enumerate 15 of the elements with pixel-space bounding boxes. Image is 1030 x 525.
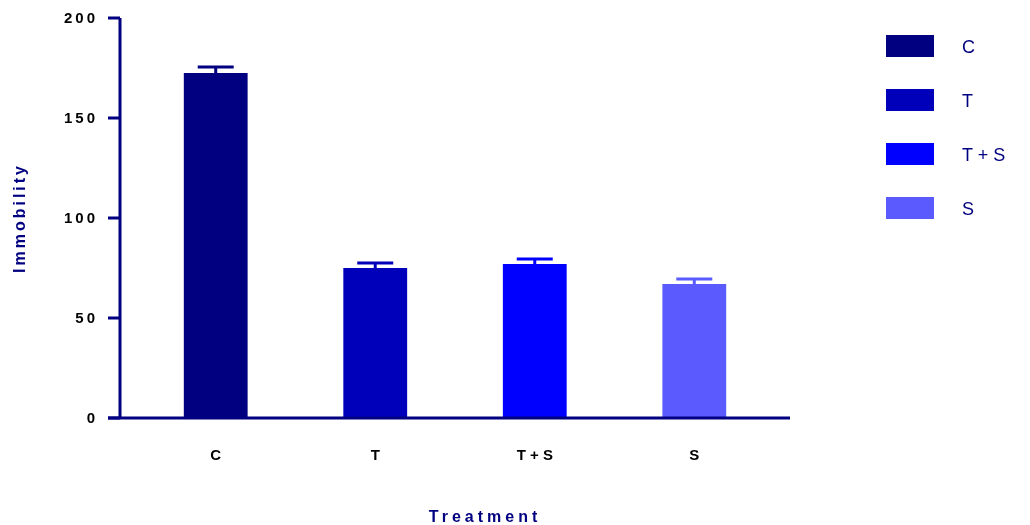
y-tick-label: 0 <box>86 409 98 427</box>
legend-label: C <box>962 37 975 57</box>
x-tick-label: T + S <box>516 446 553 463</box>
legend-label: T + S <box>962 145 1006 165</box>
y-tick-label: 150 <box>63 109 98 127</box>
x-tick-label: C <box>210 446 222 463</box>
legend-label: S <box>962 199 975 219</box>
legend-label: T <box>962 91 973 111</box>
y-axis-title: Immobility <box>11 162 28 274</box>
x-tick-label: T <box>370 446 380 463</box>
x-tick-label: S <box>689 446 700 463</box>
y-tick-label: 100 <box>63 209 98 227</box>
y-tick-label: 50 <box>75 309 98 327</box>
y-tick-label: 200 <box>63 9 98 27</box>
x-axis-title: Treatment <box>428 508 542 525</box>
